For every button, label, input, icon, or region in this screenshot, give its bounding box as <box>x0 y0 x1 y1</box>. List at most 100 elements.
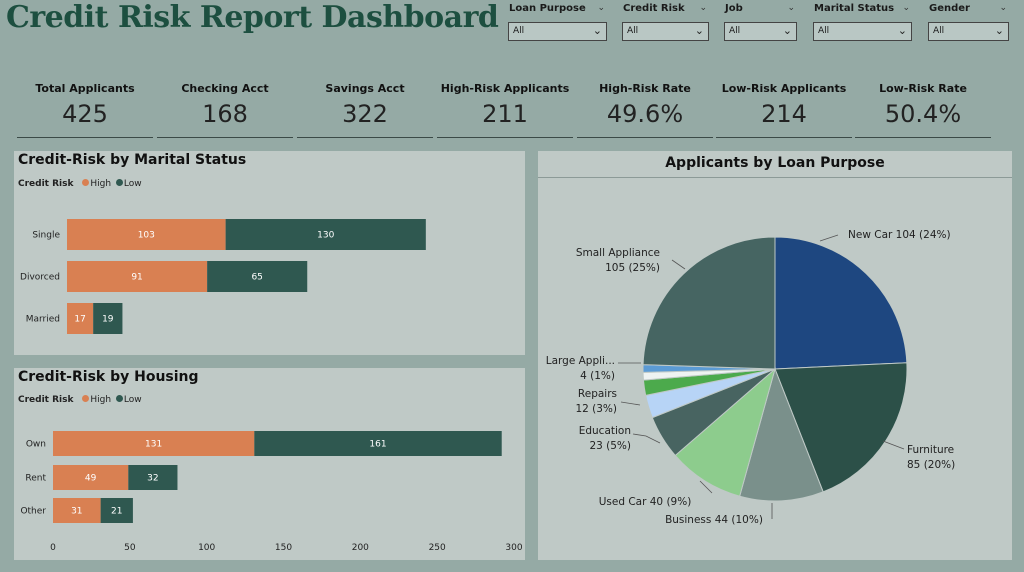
leader-line <box>882 440 905 450</box>
slice-label: Repairs <box>578 388 617 400</box>
chevron-down-icon[interactable]: ⌄ <box>592 24 602 37</box>
category-label: Divorced <box>20 273 60 283</box>
chart-title: Credit-Risk by Housing <box>18 369 199 385</box>
loan-purpose-pie-chart: New Car 104 (24%) Furniture 85 (20%) Busine… <box>546 229 955 526</box>
slicer-label: Marital Status <box>814 3 895 14</box>
chevron-down-icon[interactable]: ⌄ <box>787 3 795 13</box>
chevron-down-icon[interactable]: ⌄ <box>999 3 1007 13</box>
bar-low[interactable] <box>128 465 178 490</box>
pie-slice[interactable] <box>739 367 824 502</box>
bar-high[interactable] <box>53 465 129 490</box>
chart-title: Credit-Risk by Marital Status <box>18 152 247 168</box>
slicer-gender[interactable]: Gender ⌄ All ⌄ <box>928 3 1009 41</box>
housing-chart-panel: Credit-Risk by Housing Credit Risk High … <box>14 368 525 560</box>
category-label: Single <box>32 231 60 241</box>
category-label: Married <box>26 315 60 325</box>
data-label: 91 <box>131 273 142 283</box>
legend-dot-high <box>82 395 90 402</box>
tick-label: 200 <box>352 543 369 553</box>
tick-label: 250 <box>429 543 446 553</box>
slice-label: Small Appliance <box>576 247 660 259</box>
kpi-value: 211 <box>482 100 528 128</box>
slicer-value: All <box>729 26 741 36</box>
category-label: Own <box>26 440 46 450</box>
marital-status-chart-panel: Credit-Risk by Marital Status Credit Ris… <box>14 151 525 355</box>
legend-label-high: High <box>90 395 112 405</box>
slicer-marital-status[interactable]: Marital Status ⌄ All ⌄ <box>813 3 912 41</box>
leader-line <box>819 234 839 242</box>
slice-value-label: 12 (3%) <box>575 403 617 415</box>
divider <box>538 177 1012 178</box>
kpi-label: High-Risk Applicants <box>440 82 570 95</box>
category-label: Rent <box>25 474 46 484</box>
chart-title: Applicants by Loan Purpose <box>665 155 885 171</box>
leader-line <box>632 433 661 444</box>
bar-low[interactable] <box>93 303 123 334</box>
pie-slice[interactable] <box>674 367 776 497</box>
slicer-loan-purpose[interactable]: Loan Purpose ⌄ All ⌄ <box>508 3 607 41</box>
bar-high[interactable] <box>67 303 94 334</box>
slice-value-label: 4 (1%) <box>580 370 615 382</box>
kpi-label: Total Applicants <box>35 82 135 95</box>
slicer-label: Gender <box>929 3 970 14</box>
slicer-dropdown[interactable]: All ⌄ <box>813 22 912 41</box>
kpi-label: Savings Acct <box>325 82 405 95</box>
pie-slice[interactable] <box>774 236 908 370</box>
slice-label: Business 44 (10%) <box>665 514 763 526</box>
pie-slice[interactable] <box>642 236 776 370</box>
bar-low[interactable] <box>207 261 308 292</box>
slice-value-label: 85 (20%) <box>907 459 955 471</box>
kpi-label: Checking Acct <box>181 82 269 95</box>
kpi-value: 322 <box>342 100 388 128</box>
bar-high[interactable] <box>53 498 101 523</box>
chevron-down-icon[interactable]: ⌄ <box>994 24 1004 37</box>
bar-high[interactable] <box>53 431 255 456</box>
data-label: 49 <box>85 474 97 484</box>
kpi-value: 49.6% <box>606 100 684 128</box>
slicer-value: All <box>818 26 830 36</box>
chevron-down-icon[interactable]: ⌄ <box>597 3 605 13</box>
housing-bar-chart: Own 131 161 Rent 49 32 Other 31 21 0 50 100 150 200 25… <box>20 431 523 553</box>
slice-label: Used Car 40 (9%) <box>599 496 692 508</box>
slicer-dropdown[interactable]: All ⌄ <box>928 22 1009 41</box>
kpi-value: 425 <box>62 100 108 128</box>
slicer-dropdown[interactable]: All ⌄ <box>724 22 797 41</box>
tick-label: 300 <box>505 543 522 553</box>
chart-legend: Credit Risk High Low <box>18 395 142 405</box>
kpi-label: Low-Risk Applicants <box>721 82 847 95</box>
chevron-down-icon[interactable]: ⌄ <box>699 3 707 13</box>
slicer-job[interactable]: Job ⌄ All ⌄ <box>724 3 797 41</box>
legend-title: Credit Risk <box>18 179 74 189</box>
data-label: 17 <box>74 315 85 325</box>
legend-dot-high <box>82 179 90 186</box>
slicer-credit-risk[interactable]: Credit Risk ⌄ All ⌄ <box>622 3 709 41</box>
data-label: 31 <box>71 507 82 517</box>
data-label: 103 <box>138 231 155 241</box>
data-label: 130 <box>317 231 334 241</box>
chevron-down-icon[interactable]: ⌄ <box>782 24 792 37</box>
kpi-savings-acct: Savings Acct 322 <box>297 82 433 138</box>
leader-line <box>699 480 713 494</box>
pie-slice[interactable] <box>774 362 908 493</box>
slicer-value: All <box>627 26 639 36</box>
slicer-label: Loan Purpose <box>509 3 586 14</box>
slice-value-label: 23 (5%) <box>589 440 631 452</box>
kpi-value: 214 <box>761 100 807 128</box>
data-label: 19 <box>102 315 114 325</box>
chevron-down-icon[interactable]: ⌄ <box>694 24 704 37</box>
slicer-value: All <box>933 26 945 36</box>
slicer-dropdown[interactable]: All ⌄ <box>508 22 607 41</box>
slicer-dropdown[interactable]: All ⌄ <box>622 22 709 41</box>
slice-label: Education <box>579 425 631 437</box>
slicer-label: Job <box>725 3 743 14</box>
bar-low[interactable] <box>225 219 426 250</box>
bar-low[interactable] <box>254 431 502 456</box>
bar-high[interactable] <box>67 219 226 250</box>
legend-title: Credit Risk <box>18 395 74 405</box>
bar-high[interactable] <box>67 261 208 292</box>
chevron-down-icon[interactable]: ⌄ <box>902 3 910 13</box>
bar-low[interactable] <box>100 498 133 523</box>
kpi-high-risk-rate: High-Risk Rate 49.6% <box>577 82 713 138</box>
data-label: 21 <box>111 507 122 517</box>
chevron-down-icon[interactable]: ⌄ <box>897 24 907 37</box>
